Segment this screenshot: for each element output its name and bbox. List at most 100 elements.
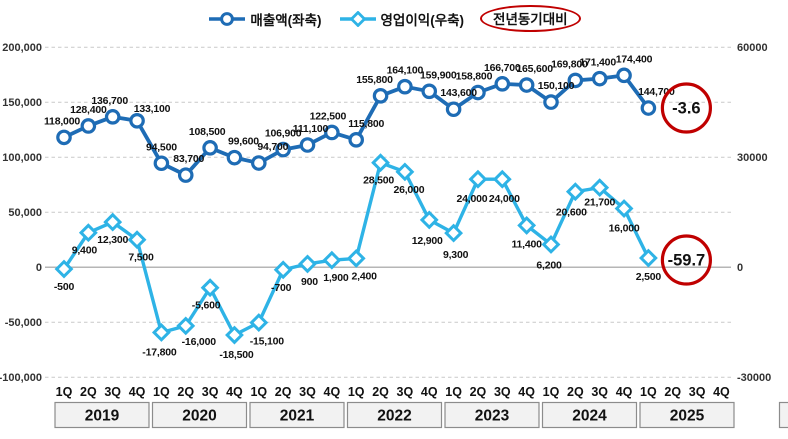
year-label: 2025 [670, 408, 705, 425]
revenue-data-point [616, 67, 632, 84]
quarter-label: 2Q [372, 385, 389, 399]
right-axis-tick-label: 30000 [737, 152, 768, 164]
revenue-data-point [518, 77, 535, 93]
data-label: 21,700 [584, 197, 615, 209]
data-label: 9,400 [72, 245, 98, 257]
year-box [444, 401, 540, 429]
quarter-label: 2Q [80, 385, 97, 399]
profit-data-point [444, 223, 464, 243]
data-label: 136,700 [91, 95, 128, 107]
profit-data-point [565, 182, 585, 202]
quarter-label: 2Q [275, 385, 292, 399]
right-axis-tick-label: 60000 [737, 42, 768, 54]
year-label: 2024 [572, 408, 607, 425]
revenue-data-point [299, 137, 316, 153]
profit-data-point [638, 248, 658, 268]
data-label: -700 [271, 282, 292, 294]
x-axis-year-band: 2019 2020 2021 2022 2023 2024 2025 [54, 401, 788, 429]
yoy-annotation-value: -59.7 [668, 252, 706, 270]
data-label: 122,500 [310, 110, 347, 122]
data-label: 83,700 [173, 153, 204, 165]
quarter-label: 2Q [470, 385, 487, 399]
profit-data-point [273, 260, 293, 280]
right-axis-tick-label: 0 [737, 262, 743, 274]
profit-data-point [492, 169, 512, 189]
profit-data-point [103, 212, 123, 232]
revenue-data-point [56, 129, 72, 146]
revenue-data-point [421, 83, 438, 100]
quarter-label: 3Q [104, 385, 121, 399]
data-label: 155,800 [356, 74, 393, 86]
revenue-circle-marker-icon [209, 11, 246, 26]
data-label: 150,100 [538, 80, 575, 92]
quarter-label: 2Q [567, 385, 584, 399]
data-label: 900 [301, 276, 318, 288]
data-label: -500 [54, 281, 75, 293]
left-axis-tick-label: 200,000 [2, 42, 42, 54]
data-label: 133,100 [134, 103, 171, 115]
right-axis-ticks: 60000 30000 0 -30000 [737, 42, 771, 384]
data-label: 108,500 [189, 126, 226, 138]
yoy-annotation-circle [660, 82, 713, 134]
revenue-data-point [591, 70, 608, 87]
profit-data-point [54, 259, 74, 279]
left-axis-tick-label: 0 [36, 262, 42, 274]
legend-profit-label: 영업이익(우축) [380, 12, 465, 28]
gridlines [45, 46, 731, 378]
year-label: 2019 [85, 408, 120, 425]
data-label: 6,200 [536, 259, 562, 271]
data-label: 1,900 [323, 272, 349, 284]
profit-series-line [62, 160, 651, 337]
yoy-annotation-circle [660, 234, 713, 286]
year-box [54, 401, 150, 429]
data-label: 20,600 [556, 207, 587, 219]
revenue-data-point [129, 112, 145, 129]
data-label: 143,600 [440, 87, 477, 99]
data-label: 99,600 [228, 136, 259, 148]
data-label: 94,500 [146, 141, 177, 153]
revenue-data-point [470, 84, 486, 101]
data-label: -18,500 [219, 349, 254, 361]
profit-data-point [468, 169, 488, 189]
data-label: 12,300 [97, 234, 128, 246]
quarter-label: 4Q [421, 385, 438, 399]
year-box [541, 401, 638, 429]
yoy-annotation-value: -3.6 [672, 100, 700, 118]
legend-revenue-label: 매출액(좌축) [250, 12, 322, 28]
year-box [346, 401, 443, 429]
left-axis-tick-label: -100,000 [0, 372, 42, 384]
profit-data-point [614, 199, 634, 218]
profit-data-point [78, 223, 98, 243]
profit-data-point [127, 230, 147, 250]
profit-series [54, 153, 658, 345]
quarter-label: 1Q [250, 385, 267, 399]
revenue-data-point [104, 109, 121, 125]
right-axis-tick-label: -30000 [737, 372, 771, 384]
data-label: 2,400 [352, 270, 378, 282]
data-label: 165,600 [516, 63, 553, 75]
quarter-label: 1Q [640, 385, 657, 399]
profit-data-point [225, 325, 244, 345]
data-label: 166,700 [484, 62, 521, 74]
data-label: 94,700 [257, 141, 288, 153]
year-label: 2023 [475, 408, 510, 425]
profit-data-point [346, 248, 366, 268]
profit-data-point [517, 215, 537, 235]
revenue-series [56, 67, 657, 183]
chart-legend: 매출액(좌축) 영업이익(우축) 전년동기대비 [0, 5, 788, 32]
revenue-data-point [80, 118, 97, 134]
quarter-label: 3Q [494, 385, 511, 399]
quarter-label: 2Q [177, 385, 194, 399]
quarter-label: 4Q [226, 385, 243, 399]
quarter-label: 4Q [518, 385, 535, 399]
legend-item-revenue: 매출액(좌축) [207, 9, 322, 29]
revenue-data-point [177, 167, 194, 183]
revenue-data-point [250, 155, 267, 171]
left-axis-tick-label: 100,000 [2, 152, 42, 164]
profit-data-point [151, 323, 171, 342]
revenue-data-point [445, 101, 462, 118]
yoy-badge: 전년동기대비 [480, 5, 581, 32]
data-label: 111,100 [293, 123, 329, 135]
profit-diamond-marker-icon [339, 10, 376, 27]
